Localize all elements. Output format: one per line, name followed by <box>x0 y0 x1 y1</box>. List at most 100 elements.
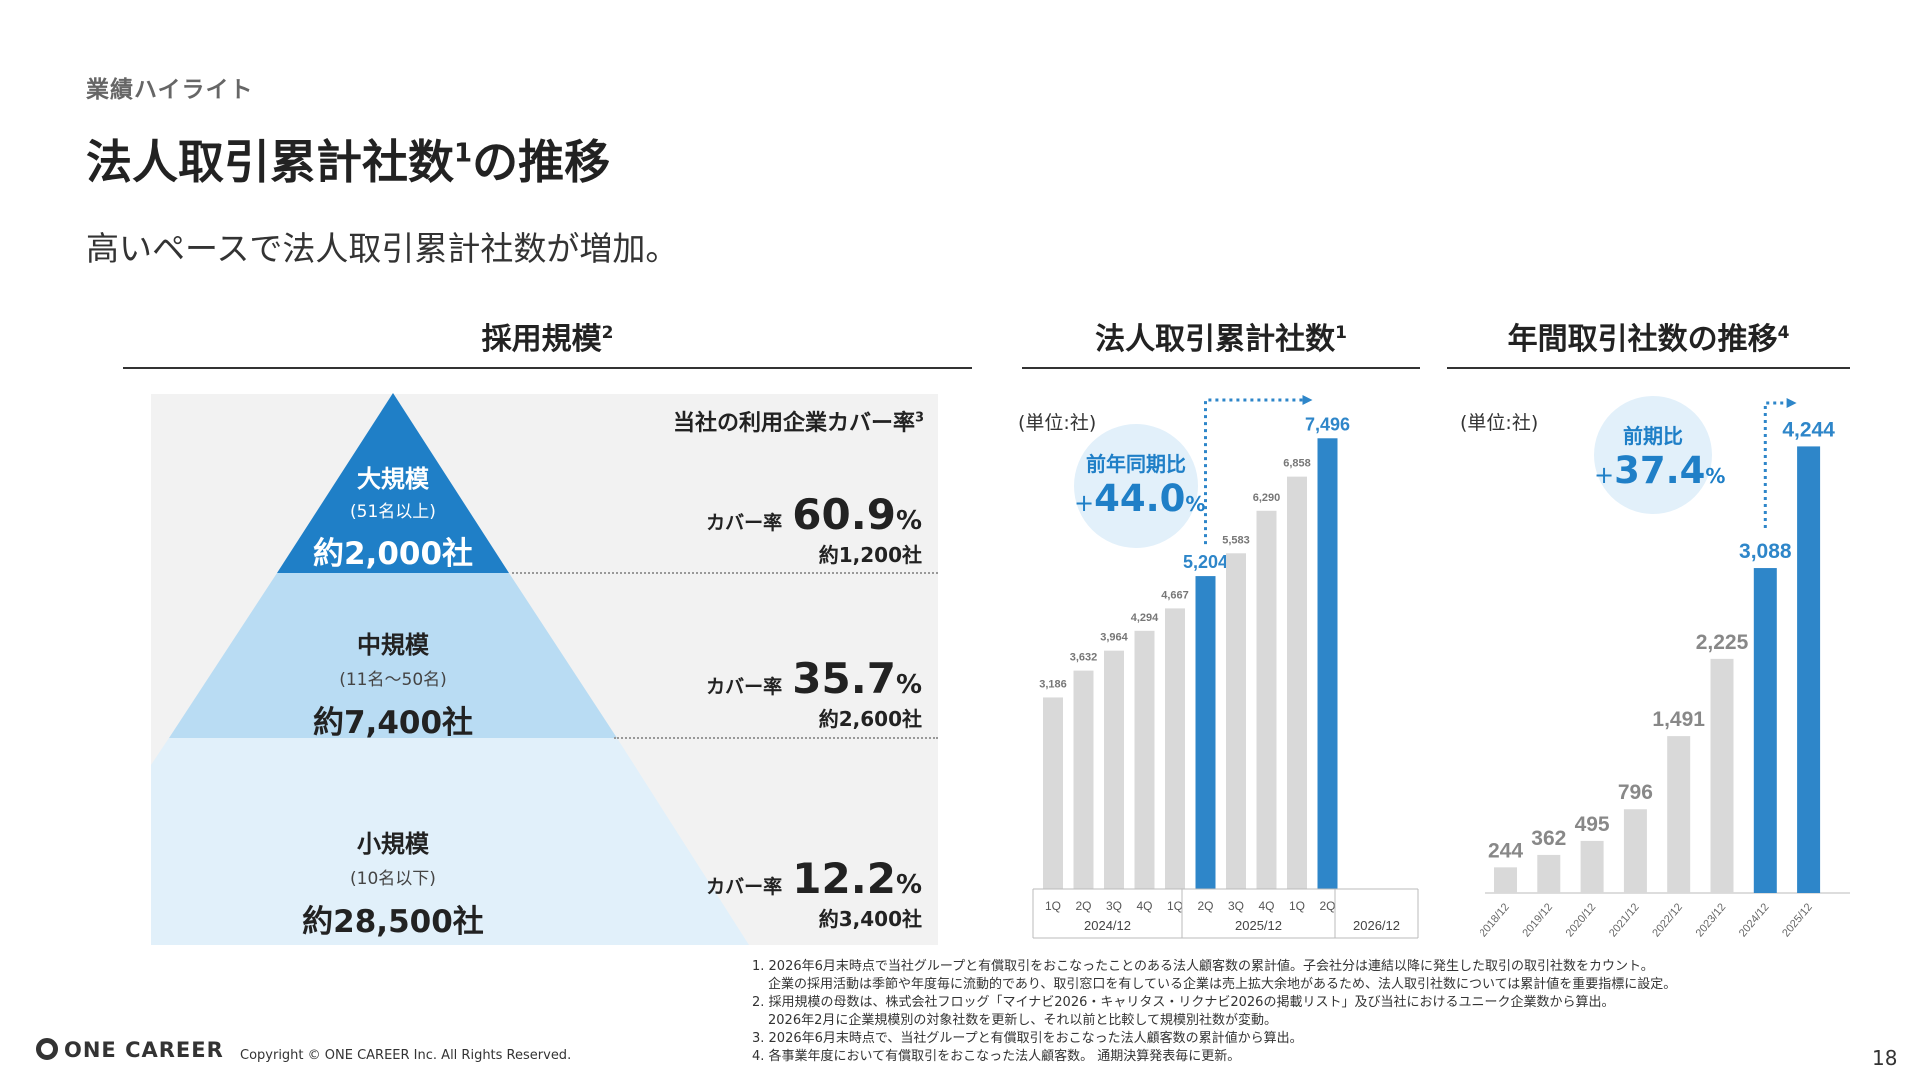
footnote: 4. 各事業年度において有償取引をおこなった法人顧客数。 通期決算発表毎に更新。 <box>752 1049 1241 1064</box>
coverage-count: 約2,600社 <box>818 707 922 731</box>
tick-label: 2Q <box>1319 899 1335 913</box>
bubble-plus: + <box>1594 461 1615 489</box>
group-label: 2026/12 <box>1353 918 1400 933</box>
cumulative-title-text: 法人取引累計社数 <box>1095 322 1336 357</box>
tick-label: 2019/12 <box>1520 901 1555 939</box>
tier-total: 約2,000社 <box>312 536 474 572</box>
tier-name: 中規模 <box>357 631 429 659</box>
bar <box>1753 568 1777 893</box>
bar <box>1165 608 1185 889</box>
coverage-value: 12.2% <box>792 854 922 903</box>
coverage-mid: カバー率 35.7% 約2,600社 <box>650 654 922 732</box>
company-logo: ONE CAREER <box>36 1038 224 1062</box>
data-label: 6,290 <box>1253 492 1281 504</box>
tick-label: 1Q <box>1167 899 1183 913</box>
arrow-head <box>1786 398 1797 408</box>
cover-label: カバー率 <box>706 676 783 698</box>
tier-large-labels: 大規模 (51名以上) 約2,000社 <box>293 459 493 573</box>
tick-label: 4Q <box>1258 899 1274 913</box>
coverage-count: 約1,200社 <box>818 543 922 567</box>
section-rule <box>123 367 972 369</box>
bar <box>1537 854 1561 893</box>
tick-label: 2Q <box>1197 899 1213 913</box>
coverage-value: 60.9% <box>792 490 922 539</box>
footnote: 2. 採用規模の母数は、株式会社フロッグ「マイナビ2026・キャリタス・リクナビ… <box>752 995 1615 1010</box>
tier-sub: (10名以下) <box>350 869 436 889</box>
yoy-bubble: 前年同期比 +44.0% <box>1074 424 1205 548</box>
tier-name: 大規模 <box>357 465 429 493</box>
bubble-pct: % <box>1705 464 1726 488</box>
annual-title-text: 年間取引社数の推移 <box>1507 322 1778 357</box>
coverage-number: 35.7 <box>792 654 896 703</box>
tick-label: 4Q <box>1136 899 1152 913</box>
eyebrow: 業績ハイライト <box>86 77 254 103</box>
coverage-small: カバー率 12.2% 約3,400社 <box>650 854 922 932</box>
tier-sub: (51名以上) <box>350 502 436 522</box>
page-title-tail: の推移 <box>472 135 611 189</box>
bar <box>1134 630 1155 889</box>
cumulative-title-sup: 1 <box>1335 323 1347 343</box>
unit-label: (単位:社) <box>1018 412 1097 434</box>
bar <box>1667 736 1691 893</box>
coverage-count: 約3,400社 <box>818 907 922 931</box>
tier-total: 約7,400社 <box>312 705 474 741</box>
data-label: 3,632 <box>1070 652 1098 664</box>
tick-label: 2Q <box>1075 899 1091 913</box>
coverage-large: カバー率 60.9% 約1,200社 <box>650 490 922 568</box>
page-title-sup: 1 <box>454 138 473 169</box>
cover-label: カバー率 <box>706 876 783 898</box>
data-label: 1,491 <box>1652 708 1705 731</box>
tick-label: 2024/12 <box>1737 901 1772 939</box>
data-label: 3,186 <box>1039 678 1067 690</box>
bubble-number: 37.4 <box>1614 449 1706 492</box>
data-label: 362 <box>1531 827 1566 850</box>
group-label: 2025/12 <box>1235 918 1282 933</box>
cumulative-chart: 3,186 1Q 3,632 2Q 3,964 3Q 4,294 4Q 4,667 1Q 5,204… <box>1032 395 1419 939</box>
tick-label: 2021/12 <box>1607 901 1642 939</box>
bar <box>1226 553 1246 889</box>
bar <box>1287 476 1307 889</box>
bar <box>1710 658 1734 893</box>
pyramid-tier-small <box>151 738 749 945</box>
pyramid-tier-large <box>277 393 509 573</box>
logo-icon <box>36 1038 58 1060</box>
bubble-value: +37.4% <box>1594 449 1725 492</box>
coverage-pct: % <box>895 670 922 700</box>
bar <box>1256 510 1277 889</box>
tick-label: 2018/12 <box>1480 901 1512 939</box>
bar <box>1317 438 1338 889</box>
pyramid-tier-mid <box>169 573 617 738</box>
footnotes: 1. 2026年6月末時点で当社グループと有償取引をおこなったことのある法人顧客… <box>752 958 1676 1066</box>
data-label: 495 <box>1575 813 1610 836</box>
yoy-bubble: 前期比 +37.4% <box>1594 396 1725 514</box>
bar <box>1195 576 1216 889</box>
tier-small-labels: 小規模 (10名以下) 約28,500社 <box>243 824 543 941</box>
data-label: 7,496 <box>1305 414 1350 434</box>
coverage-pct: % <box>895 506 922 536</box>
coverage-number: 12.2 <box>792 854 896 903</box>
bar <box>1580 840 1604 893</box>
coverage-header-sup: 3 <box>914 410 924 426</box>
group-label: 2024/12 <box>1084 918 1131 933</box>
footnote: 3. 2026年6月末時点で、当社グループと有償取引をおこなった法人顧客数の累計… <box>752 1031 1303 1046</box>
data-label: 4,667 <box>1161 589 1189 601</box>
annual-chart: 244 2018/12 362 2019/12 495 2020/12 796 2021/12… <box>1480 398 1850 939</box>
tick-label: 2023/12 <box>1694 901 1729 939</box>
tick-label: 3Q <box>1106 899 1122 913</box>
footnote: 企業の採用活動は季節や年度毎に流動的であり、取引窓口を有している企業は売上拡大余… <box>768 977 1677 992</box>
footnote: 2026年2月に企業規模別の対象社数を更新し、それ以前と比較して規模別社数が変動… <box>768 1013 1277 1028</box>
tier-sub: (11名〜50名) <box>339 670 447 690</box>
data-label: 5,583 <box>1222 534 1250 546</box>
cover-label: カバー率 <box>706 512 783 534</box>
pyramid-section-title: 採用規模2 <box>123 314 972 358</box>
page-title-text: 法人取引累計社数 <box>86 135 454 189</box>
tick-label: 2020/12 <box>1564 901 1599 939</box>
tick-label: 1Q <box>1289 899 1305 913</box>
tier-divider <box>512 572 938 574</box>
data-label: 4,294 <box>1131 612 1159 624</box>
tick-label: 3Q <box>1228 899 1244 913</box>
unit-label: (単位:社) <box>1460 412 1539 434</box>
tier-mid-labels: 中規模 (11名〜50名) 約7,400社 <box>268 625 518 742</box>
coverage-header: 当社の利用企業カバー率3 <box>640 405 924 437</box>
